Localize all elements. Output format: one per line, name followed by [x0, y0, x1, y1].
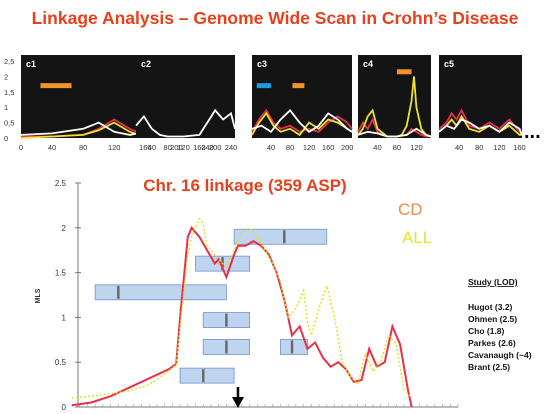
mini-chart-x-tick-label: 120 — [493, 143, 506, 152]
mini-chart-x-tick-label: 120 — [108, 143, 121, 152]
interval-marker — [225, 340, 228, 354]
mini-chart-x-tick-label: 40 — [267, 143, 275, 152]
mini-chart-x-tick-label: 40 — [148, 143, 156, 152]
mini-chart-x-tick-label: 120 — [410, 143, 423, 152]
mini-chart-series-line — [438, 114, 522, 136]
mini-chart-x-tick-label: 40 — [48, 143, 56, 152]
mini-chart-x-tick-label: 200 — [209, 143, 222, 152]
mini-chart-x-tick-label: 80 — [393, 143, 401, 152]
mini-chart-y-tick-label: 1,5 — [4, 88, 14, 97]
interval-marker — [290, 340, 294, 354]
interval-box — [94, 284, 227, 301]
arrow-down-icon — [231, 397, 244, 408]
mini-chart-series-line — [135, 108, 236, 138]
mini-chart-x-tick-label: 240 — [225, 143, 238, 152]
mini-chart-series-line — [438, 118, 523, 136]
study-list: Study (LOD) Hugot (3.2) Ohmen (2.5) Cho (1.… — [468, 277, 532, 372]
continuation-marker: ... — [524, 121, 541, 143]
mini-chart-x-tick-label: 200 — [341, 143, 354, 152]
mini-chart-x-tick-label: 160 — [513, 143, 526, 152]
mini-chart-y-tick-label: 2,5 — [4, 57, 14, 66]
mini-chart-y-tick-label: 0,5 — [4, 119, 14, 128]
mini-chart-interval-bar — [40, 83, 72, 89]
mini-chart-series-line — [438, 108, 523, 136]
mini-chart-series-line — [357, 127, 432, 138]
mini-chart-x-tick-label: 160 — [322, 143, 335, 152]
mini-chart-title: c5 — [444, 59, 454, 69]
study-list-item: Cavanaugh (~4) — [468, 350, 532, 360]
study-list-item: Ohmen (2.5) — [468, 314, 517, 324]
chart-title: Chr. 16 linkage (359 ASP) — [143, 176, 346, 195]
interval-marker — [225, 313, 228, 327]
mini-chart-x-tick-label: 80 — [164, 143, 172, 152]
chr16-linkage-chart: 0 0.5 1 1.5 2 2.5 MLS Chr. 16 linkage (359 ASP)… — [35, 176, 459, 412]
interval-marker — [283, 230, 286, 244]
mini-chart-y-tick-label: 1 — [4, 103, 8, 112]
mini-chart-y-tick-label: 0 — [4, 134, 8, 143]
interval-marker — [202, 369, 205, 383]
legend-all: ALL — [402, 228, 432, 247]
mini-chart-x-tick-label: 120 — [303, 143, 316, 152]
mini-chart-c3: c3 40 80 120 160 200 — [251, 55, 354, 152]
interval-box — [179, 367, 235, 384]
mini-chart-c5: c5 40 80 120 160 — [438, 55, 526, 152]
interval-box — [280, 339, 308, 355]
mini-chart-series-line — [251, 108, 353, 133]
mini-chart-series-line — [251, 111, 353, 137]
mini-chart-x-tick-label: 80 — [79, 143, 87, 152]
y-tick-label: 1 — [62, 313, 67, 322]
y-tick-label: 2 — [62, 224, 67, 233]
y-tick-label: 0 — [62, 403, 67, 412]
mini-chart-x-tick-label: 80 — [286, 143, 294, 152]
mini-chart-x-tick-label: 80 — [475, 143, 483, 152]
mini-chart-title: c1 — [26, 59, 36, 69]
y-tick-label: 2.5 — [55, 179, 67, 188]
study-list-item: Brant (2.5) — [468, 362, 510, 372]
mini-chart-interval-bar — [292, 83, 305, 89]
series-line-all — [71, 217, 413, 399]
mini-chart-c4: c4 40 80 120 — [357, 55, 432, 152]
page-title: Linkage Analysis – Genome Wide Scan in C… — [32, 8, 519, 28]
mini-chart-title: c2 — [141, 59, 151, 69]
mini-chart-title: c3 — [257, 59, 267, 69]
study-list-item: Parkes (2.6) — [468, 338, 516, 348]
mini-chart-y-tick-label: 2 — [4, 72, 8, 81]
interval-marker — [117, 285, 120, 299]
y-axis-label: MLS — [35, 288, 42, 303]
mini-chart-x-tick-label: 160 — [193, 143, 206, 152]
mini-chart-interval-bar — [396, 69, 412, 75]
mini-chart-x-tick-label: 0 — [19, 143, 23, 152]
mini-chart-interval-bar — [256, 83, 272, 89]
mini-chart-x-tick-label: 160 — [139, 143, 152, 152]
mini-chart-x-tick-label: 40 — [373, 143, 381, 152]
mini-chart-x-tick-label: 200 — [170, 143, 183, 152]
study-list-item: Cho (1.8) — [468, 326, 505, 336]
interval-box — [233, 228, 328, 245]
study-list-item: Hugot (3.2) — [468, 302, 513, 312]
y-tick-label: 0.5 — [55, 358, 67, 367]
mini-chart-series-line — [251, 108, 353, 134]
legend-cd: CD — [398, 200, 423, 219]
mini-chart-background — [136, 55, 235, 138]
mini-chart-x-tick-label: 120 — [177, 143, 190, 152]
study-list-header: Study (LOD) — [468, 277, 518, 287]
mini-chart-x-tick-label: 240 — [201, 143, 214, 152]
y-tick-label: 1.5 — [55, 269, 67, 278]
mini-chart-x-tick-label: 40 — [455, 143, 463, 152]
mini-chart-title: c4 — [363, 59, 373, 69]
